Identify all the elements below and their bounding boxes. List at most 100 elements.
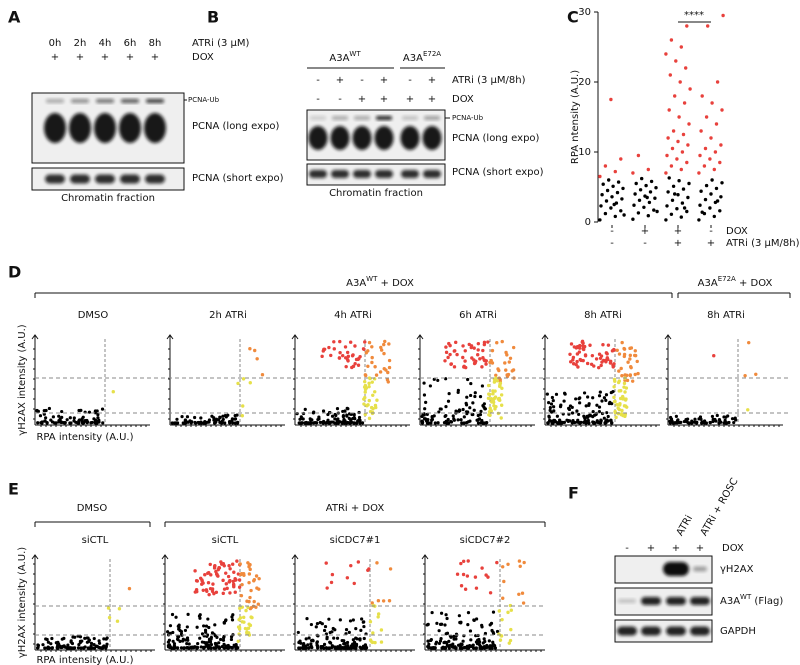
dot xyxy=(576,365,580,369)
dot xyxy=(590,353,595,358)
sign: + xyxy=(151,52,159,63)
dot xyxy=(363,379,367,384)
dot xyxy=(444,613,448,617)
label: PCNA (long expo) xyxy=(452,133,540,144)
data-point xyxy=(646,214,650,218)
band xyxy=(120,174,140,184)
dot xyxy=(379,348,384,352)
dot xyxy=(324,421,328,425)
dot xyxy=(595,403,599,407)
subplot-title: siCTL xyxy=(212,535,239,546)
dot xyxy=(92,636,96,641)
dot xyxy=(97,641,102,645)
dot xyxy=(703,419,707,423)
sign: + xyxy=(380,75,388,86)
dot xyxy=(253,348,257,353)
dot xyxy=(387,365,392,370)
dot xyxy=(96,412,100,417)
dot xyxy=(494,376,498,380)
dot xyxy=(459,584,464,588)
dot xyxy=(484,362,488,366)
dot xyxy=(425,412,429,416)
dot xyxy=(498,377,502,382)
dot xyxy=(459,561,463,566)
dot xyxy=(335,418,339,422)
dot xyxy=(249,588,253,593)
dot xyxy=(370,355,374,360)
dot xyxy=(746,408,750,412)
dot xyxy=(358,645,362,649)
dot xyxy=(170,421,174,425)
dot xyxy=(176,646,180,650)
data-point xyxy=(612,202,616,207)
dot xyxy=(488,591,493,595)
dot xyxy=(584,404,588,408)
dot xyxy=(178,639,182,643)
dot xyxy=(343,356,348,360)
dot xyxy=(488,392,492,397)
dot xyxy=(331,626,335,631)
dot xyxy=(552,409,556,413)
dot xyxy=(604,398,608,402)
dot xyxy=(589,362,594,367)
dot xyxy=(466,611,471,615)
dot xyxy=(68,421,72,425)
dot xyxy=(314,625,318,629)
dot xyxy=(322,628,327,633)
data-point xyxy=(687,122,691,126)
dot xyxy=(463,359,467,363)
dot xyxy=(424,419,429,423)
dot xyxy=(172,642,177,646)
band xyxy=(330,126,350,150)
label: DMSO xyxy=(77,503,108,514)
dot xyxy=(587,421,591,425)
dot xyxy=(221,417,225,422)
dot xyxy=(567,406,571,410)
dot xyxy=(602,396,607,400)
dot xyxy=(491,400,496,405)
dot xyxy=(507,641,511,645)
subplot-title: 8h ATRi xyxy=(584,310,622,321)
arrow xyxy=(161,554,169,560)
dot xyxy=(199,420,203,424)
label: ATRi (3 µM/8h) xyxy=(726,238,800,249)
dot xyxy=(461,572,466,577)
dot xyxy=(117,607,122,611)
dot xyxy=(724,421,729,425)
dot xyxy=(482,358,486,362)
dot xyxy=(312,410,316,414)
data-point xyxy=(644,183,648,188)
superscript: WT xyxy=(366,275,378,283)
dot xyxy=(461,407,465,412)
dot xyxy=(78,635,83,639)
dot xyxy=(321,409,326,413)
dot xyxy=(238,616,243,620)
data-point xyxy=(686,143,690,147)
dot xyxy=(83,636,87,640)
dot xyxy=(492,380,497,384)
dot xyxy=(605,356,610,360)
dot xyxy=(423,407,427,411)
dot xyxy=(217,418,221,422)
data-point xyxy=(633,192,637,196)
dot xyxy=(469,381,473,386)
dot xyxy=(359,628,363,633)
dot xyxy=(233,590,237,594)
dot xyxy=(619,366,623,371)
dot xyxy=(231,613,235,617)
dot xyxy=(568,352,572,356)
dot xyxy=(600,399,604,403)
dot xyxy=(41,643,45,647)
dot xyxy=(209,646,213,650)
dot xyxy=(494,373,498,377)
dot xyxy=(481,348,485,353)
dot xyxy=(73,635,77,639)
data-point xyxy=(676,139,680,144)
dot xyxy=(622,381,627,386)
dot xyxy=(243,626,248,631)
dot xyxy=(582,347,586,352)
dot xyxy=(235,421,240,425)
dot xyxy=(468,629,473,633)
dot xyxy=(730,417,735,421)
dot xyxy=(598,421,603,425)
